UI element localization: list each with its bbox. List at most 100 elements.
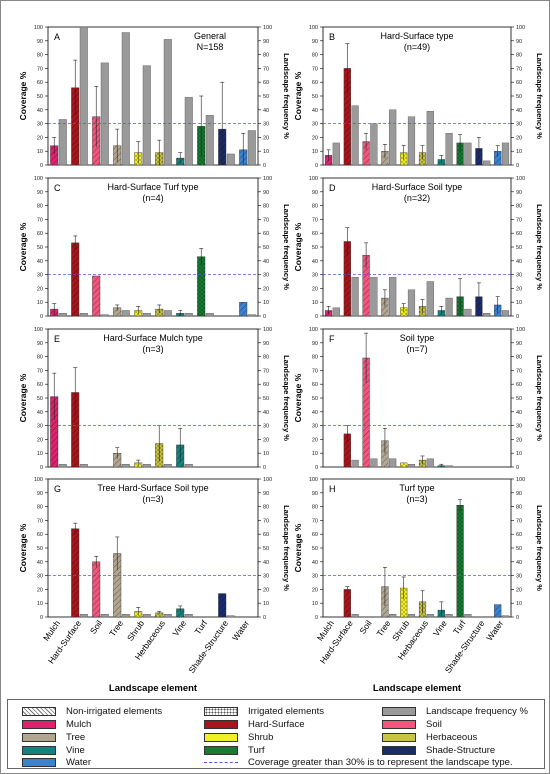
coverage-bar-pattern-tree: [113, 453, 121, 467]
y-tick-label: 10: [312, 601, 318, 607]
frequency-bar-tree: [121, 32, 130, 166]
frequency-bar-soil: [370, 458, 378, 468]
herbaceous-swatch-icon: [382, 733, 416, 742]
y2-tick-label: 70: [516, 368, 522, 374]
coverage-bar-pattern-hard-surface: [71, 392, 79, 467]
y-tick-label: 70: [312, 66, 318, 72]
frequency-bar-shrub: [142, 65, 151, 166]
frequency-bar-herbaceous: [426, 110, 434, 166]
panel-subtitle: (n=3): [142, 344, 163, 354]
y2-tick-label: 90: [516, 39, 522, 45]
y2-tick-label: 10: [263, 300, 269, 306]
y-tick-label: 50: [312, 546, 318, 552]
y-tick-label: 40: [37, 560, 43, 566]
y-tick-label: 90: [37, 39, 43, 45]
coverage-bar-pattern-soil: [92, 275, 100, 316]
x-tick-label-water: Water: [484, 618, 505, 642]
y-tick-label: 0: [315, 163, 318, 169]
y2-tick-label: 10: [263, 149, 269, 155]
frequency-bar-soil: [100, 314, 109, 317]
y2-tick-label: 90: [263, 39, 269, 45]
y-tick-label: 90: [37, 190, 43, 196]
x-tick-label-tree: Tree: [374, 618, 392, 638]
y-tick-label: 30: [312, 122, 318, 128]
y-tick-label: 10: [312, 451, 318, 457]
frequency-bar-soil: [370, 277, 378, 317]
coverage-bar-pattern-herbaceous: [155, 612, 163, 617]
frequency-bar-tree: [121, 614, 130, 618]
y2-tick-label: 40: [263, 410, 269, 416]
y-tick-label: 20: [37, 437, 43, 443]
y2-tick-label: 40: [516, 560, 522, 566]
frequency-bar-soil: [100, 62, 109, 166]
y-tick-label: 70: [37, 66, 43, 72]
y2-tick-label: 40: [516, 108, 522, 114]
y2-tick-label: 50: [516, 94, 522, 100]
x-tick-label-tree: Tree: [107, 618, 125, 638]
threshold-dash-icon: [204, 762, 238, 763]
y2-tick-label: 60: [263, 231, 269, 237]
y2-tick-label: 100: [263, 327, 272, 333]
y-tick-label: 90: [37, 341, 43, 347]
y2-tick-label: 50: [263, 546, 269, 552]
y2-tick-label: 100: [263, 176, 272, 182]
hatch-swatch-icon: [22, 707, 56, 716]
y2-tick-label: 0: [263, 465, 266, 471]
y2-tick-label: 100: [263, 25, 272, 31]
frequency-bar-mulch: [58, 464, 67, 468]
y-axis-label: Coverage %: [18, 523, 28, 572]
frequency-bar-tree: [121, 310, 130, 317]
frequency-bar-herbaceous: [163, 39, 172, 166]
y2-tick-label: 70: [516, 518, 522, 524]
frequency-bar-herbaceous: [163, 614, 172, 618]
y-tick-label: 100: [34, 176, 43, 182]
chart-panel-c: 0 0 10 10 20 20 30 30 40 40 50 50 60 60 70 70 80 80 90 90 10…: [18, 176, 291, 320]
panel-subtitle: (n=32): [404, 193, 430, 203]
water-swatch-icon: [22, 758, 56, 767]
y-tick-label: 80: [312, 53, 318, 59]
frequency-bar-water: [501, 615, 510, 618]
y2-tick-label: 70: [263, 518, 269, 524]
x-tick-label-water: Water: [230, 618, 251, 642]
frequency-bar-water: [501, 142, 510, 166]
y2-tick-label: 80: [263, 53, 269, 59]
y-tick-label: 40: [37, 259, 43, 265]
y-tick-label: 20: [312, 437, 318, 443]
y-tick-label: 70: [37, 368, 43, 374]
coverage-bar-pattern-soil: [362, 357, 370, 467]
y2-tick-label: 0: [516, 314, 519, 320]
y-axis-label: Coverage %: [18, 71, 28, 120]
frequency-bar-herbaceous: [426, 281, 434, 317]
y-tick-label: 40: [312, 410, 318, 416]
panel-subtitle: (n=4): [142, 193, 163, 203]
frequency-bar-shrub: [142, 464, 151, 468]
hard-surface-swatch-icon: [204, 720, 238, 729]
frequency-bar-shrub: [407, 614, 416, 618]
y2-tick-label: 40: [516, 410, 522, 416]
coverage-bar-pattern-mulch: [50, 145, 58, 165]
y-tick-label: 40: [312, 259, 318, 265]
y2-tick-label: 10: [516, 300, 522, 306]
y-tick-label: 0: [40, 615, 43, 621]
y2-tick-label: 20: [516, 286, 522, 292]
y-tick-label: 20: [37, 587, 43, 593]
y2-tick-label: 80: [263, 505, 269, 511]
y-tick-label: 50: [312, 396, 318, 402]
y-tick-label: 90: [37, 491, 43, 497]
y-tick-label: 30: [37, 574, 43, 580]
frequency-bar-hard-surface: [351, 459, 359, 468]
y-tick-label: 10: [37, 300, 43, 306]
y-tick-label: 20: [37, 286, 43, 292]
frequency-bar-soil: [100, 614, 109, 618]
y-tick-label: 0: [40, 465, 43, 471]
y-tick-label: 40: [312, 560, 318, 566]
y-tick-label: 60: [312, 382, 318, 388]
frequency-bar-vine: [445, 133, 453, 166]
y2-axis-label: Landscape frequency %: [282, 355, 291, 441]
y-tick-label: 30: [312, 574, 318, 580]
y-tick-label: 80: [37, 204, 43, 210]
panel-letter: H: [329, 484, 336, 494]
frequency-bar-hard-surface: [351, 105, 359, 166]
frequency-bar-mulch: [332, 307, 340, 317]
